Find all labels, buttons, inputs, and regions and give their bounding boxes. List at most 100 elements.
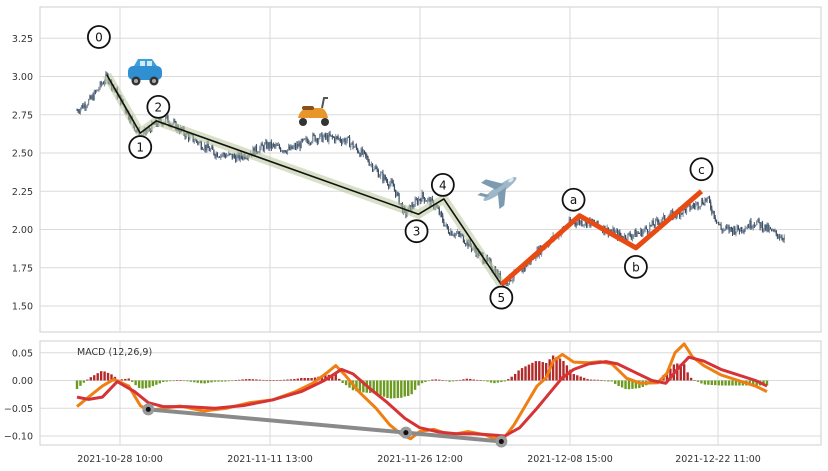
x-tick-label: 2021-11-26 12:00 [377, 454, 463, 465]
candle-body [618, 231, 620, 239]
candle-body [749, 220, 751, 228]
macd-lines [76, 342, 768, 448]
candle-body [766, 224, 768, 231]
candle-body [438, 208, 440, 215]
candle-body [507, 283, 509, 285]
candle-body [445, 224, 447, 226]
candle-body [221, 154, 223, 156]
macd-histogram-bar [124, 378, 127, 381]
candle-body [286, 149, 289, 153]
candle-body [679, 211, 681, 217]
candle-body [367, 157, 369, 162]
candle-body [726, 226, 728, 228]
macd-histogram-bar [569, 369, 572, 381]
candle-body [781, 236, 783, 239]
candle-body [385, 179, 388, 181]
macd-histogram-bar [603, 380, 607, 382]
candle-body [360, 148, 362, 157]
macd-histogram-bar [444, 380, 448, 382]
candle-body [266, 141, 268, 149]
candle-body [654, 219, 657, 227]
candle-body [453, 235, 455, 237]
candle-body [765, 224, 767, 231]
macd-histogram-bar [217, 380, 220, 382]
candle-body [728, 226, 730, 232]
candle-body [285, 151, 287, 153]
macd-histogram-bar [375, 380, 379, 395]
macd-histogram-bar [120, 379, 124, 381]
macd-histogram-bar [389, 380, 393, 399]
macd-y-tick-label: −0.10 [4, 432, 33, 443]
candle-body [681, 212, 683, 215]
candle-body [584, 219, 586, 225]
candle-body [699, 205, 701, 208]
candle-body [721, 229, 723, 232]
macd-histogram-bar [313, 377, 317, 381]
candle-body [212, 146, 214, 150]
candle-body [232, 154, 235, 159]
candle-body [723, 229, 726, 230]
wave-label-circle [430, 172, 455, 197]
candle-body [222, 153, 224, 155]
candle-body [378, 176, 381, 178]
macd-histogram-bar [179, 380, 182, 381]
macd-histogram-bar [203, 380, 206, 384]
macd-histogram-bar [89, 377, 92, 381]
candle-body [343, 138, 345, 141]
macd-histogram-bar [286, 379, 289, 381]
candle-body [365, 152, 367, 156]
macd-histogram-bar [224, 380, 227, 382]
candle-body [283, 150, 285, 152]
macd-histogram-bar [562, 360, 565, 381]
macd-histogram-bar [427, 380, 431, 382]
candle-body [443, 221, 445, 226]
candle-body [442, 215, 444, 222]
candle-body [727, 226, 729, 228]
macd-histogram-bar [665, 372, 669, 381]
candle-body [372, 164, 374, 171]
candle-body [612, 228, 614, 232]
macd-histogram-bar [607, 380, 610, 382]
candle-body [207, 143, 209, 148]
candle-body [82, 105, 84, 109]
macd-histogram-bar [93, 375, 96, 381]
candle-body [444, 225, 446, 226]
x-tick-label: 2021-11-11 13:00 [227, 454, 313, 465]
candle-body [292, 146, 294, 149]
macd-histogram-bar [582, 377, 586, 381]
macd-histogram-bar [172, 380, 175, 382]
macd-histogram-bar [334, 373, 337, 381]
wave-label-circle [87, 25, 111, 49]
candle-body [388, 184, 390, 187]
candle-body [713, 210, 715, 218]
wave-label: c [698, 163, 705, 177]
candle-body [366, 155, 368, 158]
candle-body [262, 145, 264, 151]
macd-histogram-bar [679, 363, 682, 381]
macd-histogram-bar [241, 379, 244, 381]
macd-histogram-bar [517, 370, 520, 381]
candle-body [631, 236, 634, 239]
candle-body [303, 138, 305, 141]
candle-body [337, 136, 339, 139]
candle-body [273, 144, 275, 145]
candle-body [393, 186, 396, 190]
candle-body [267, 142, 269, 149]
candle-body [664, 215, 666, 221]
candle-body [397, 192, 399, 194]
candle-body [101, 83, 103, 85]
candle-body [269, 141, 271, 149]
macd-histogram-bar [262, 379, 265, 381]
candle-body [615, 230, 618, 232]
candle-body [424, 200, 427, 202]
macd-histogram-bar [137, 380, 141, 388]
axis-labels: 2021-10-28 10:00 2021-11-11 13:00 2021-11-… [4, 34, 761, 465]
airplane-icon [477, 177, 517, 209]
candle-body [309, 142, 312, 144]
divergence-marker-dot [498, 439, 504, 445]
macd-histogram-bar [596, 379, 600, 381]
candle-body [197, 141, 199, 144]
macd-histogram-bar [451, 380, 455, 382]
candle-body [451, 231, 453, 236]
candle-body [308, 142, 310, 144]
